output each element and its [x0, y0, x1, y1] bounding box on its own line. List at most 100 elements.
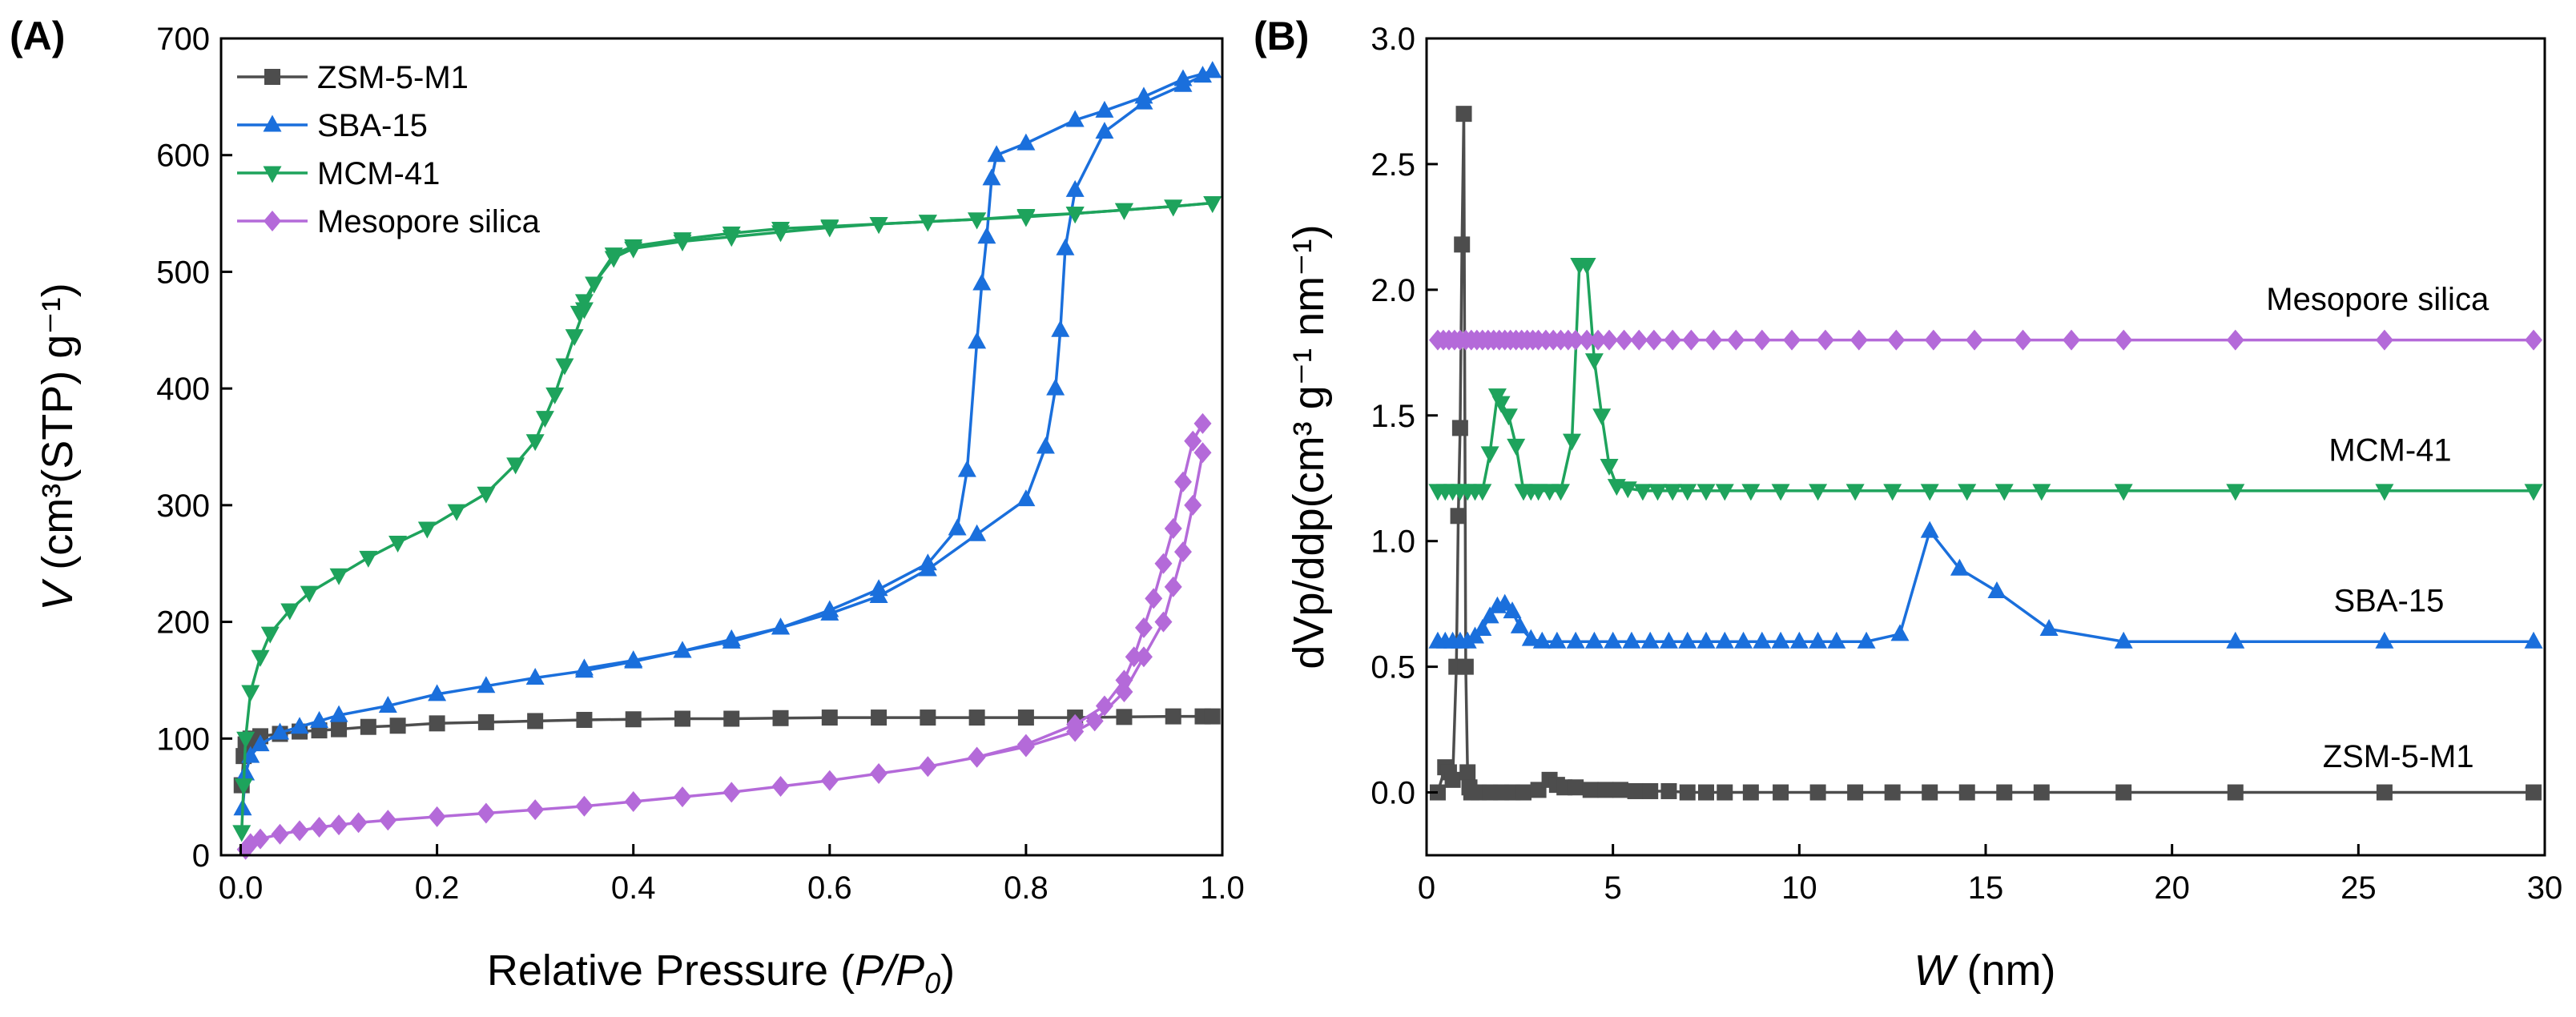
data-point-zsm-5-m1: [1455, 106, 1472, 123]
data-point-mcm-41: [1562, 433, 1581, 451]
data-point-mcm-41-adsorption: [236, 731, 256, 749]
data-point-mcm-41-desorption: [1065, 207, 1085, 224]
data-point-mcm-41-adsorption: [506, 457, 525, 475]
y-tick-label: 100: [156, 722, 210, 757]
data-point-mcm-41: [1584, 353, 1604, 371]
data-point-sba-15: [1640, 631, 1660, 649]
data-point-sba-15: [1659, 631, 1678, 649]
data-point-mesopore-silica-adsorption: [271, 823, 289, 845]
y-tick-label: 2.5: [1371, 147, 1415, 183]
data-point-sba-15-desorption: [1203, 61, 1222, 78]
y-tick-label: 300: [156, 488, 210, 524]
data-point-zsm-5-m1: [2526, 784, 2542, 801]
data-point-mesopore-silica: [1682, 329, 1701, 351]
data-point-mcm-41-desorption: [1016, 210, 1036, 227]
data-point-zsm-5-m1: [772, 709, 789, 726]
data-point-mcm-41-desorption: [722, 226, 741, 243]
data-point-sba-15: [1604, 631, 1623, 649]
data-point-mesopore-silica-desorption: [1115, 669, 1133, 691]
data-point-sba-15-adsorption: [428, 684, 447, 701]
data-point-zsm-5-m1: [527, 713, 544, 730]
data-point-mcm-41: [1507, 438, 1526, 456]
data-point-mcm-41-desorption: [1114, 203, 1133, 220]
data-point-sba-15: [1584, 631, 1604, 649]
data-point-mesopore-silica: [1753, 329, 1771, 351]
data-point-sba-15-adsorption: [968, 524, 987, 541]
data-point-zsm-5-m1: [2115, 784, 2132, 801]
data-point-sba-15: [1920, 521, 1939, 538]
series-line-mcm-41-desorption: [578, 201, 1213, 314]
x-tick-label: 30: [2527, 870, 2563, 906]
data-point-sba-15-adsorption: [1036, 436, 1055, 454]
data-point-zsm-5-m1: [1642, 782, 1659, 799]
data-point-mcm-41-desorption: [604, 247, 623, 265]
data-point-mesopore-silica-adsorption: [771, 776, 790, 798]
data-point-mcm-41-adsorption: [555, 358, 574, 376]
x-tick-label: 5: [1604, 870, 1622, 906]
data-point-sba-15: [1890, 624, 1910, 641]
data-point-mesopore-silica: [2375, 329, 2393, 351]
panel-b-x-ticks: 0 5 10 15 20 25 30: [1418, 844, 2562, 906]
data-point-mcm-41-desorption: [820, 219, 839, 237]
data-point-mesopore-silica-adsorption: [1184, 494, 1202, 516]
data-point-zsm-5-m1: [968, 709, 985, 726]
data-point-sba-15: [1503, 601, 1522, 619]
data-point-mcm-41: [2524, 484, 2543, 501]
data-point-zsm-5-m1: [360, 718, 376, 735]
data-point-mcm-41-adsorption: [251, 649, 270, 667]
data-point-sba-15-adsorption: [251, 734, 270, 752]
data-point-mesopore-silica-desorption: [1016, 734, 1035, 755]
data-point-zsm-5-m1: [477, 714, 494, 730]
data-point-sba-15: [1480, 606, 1499, 624]
data-point-sba-15-desorption: [771, 617, 791, 635]
data-point-sba-15-adsorption: [1095, 122, 1114, 139]
data-point-sba-15-desorption: [968, 332, 987, 349]
data-point-mcm-41-desorption: [771, 222, 791, 239]
data-point-zsm-5-m1: [1773, 784, 1789, 801]
data-point-mcm-41: [1771, 484, 1790, 501]
data-point-zsm-5-m1: [1454, 236, 1471, 253]
data-point-zsm-5-m1: [429, 715, 445, 732]
data-point-mcm-41: [1618, 481, 1637, 499]
data-point-zsm-5-m1: [1568, 779, 1584, 796]
data-point-zsm-5-m1: [2376, 784, 2393, 801]
x-tick-label: 0.4: [611, 870, 656, 906]
data-point-mesopore-silica: [1615, 329, 1633, 351]
data-point-sba-15: [1715, 631, 1734, 649]
data-point-mcm-41-desorption: [673, 232, 692, 250]
data-point-sba-15: [1857, 631, 1876, 649]
data-point-mesopore-silica: [1578, 329, 1596, 351]
data-point-mcm-41: [1473, 484, 1492, 501]
data-point-sba-15-desorption: [948, 518, 967, 536]
series-label-mcm-41: MCM-41: [2328, 432, 2451, 468]
data-point-mesopore-silica-adsorption: [330, 814, 348, 836]
data-point-mesopore-silica: [1966, 329, 1984, 351]
data-point-mcm-41-adsorption: [280, 603, 300, 621]
data-point-mesopore-silica: [1630, 329, 1648, 351]
data-point-mesopore-silica: [2014, 329, 2032, 351]
data-point-zsm-5-m1: [674, 710, 690, 727]
data-point-sba-15-desorption: [1016, 133, 1036, 151]
data-point-zsm-5-m1: [920, 709, 936, 726]
panel-a-x-axis-label: Relative Pressure (P/P0): [487, 947, 955, 999]
y-tick-label: 3.0: [1371, 22, 1415, 57]
data-point-zsm-5-m1: [389, 718, 406, 734]
data-point-mesopore-silica-desorption: [1184, 430, 1202, 452]
y-tick-label: 700: [156, 22, 210, 57]
data-point-mcm-41: [2226, 484, 2245, 501]
data-point-zsm-5-m1: [1922, 784, 1938, 801]
y-tick-label: 400: [156, 372, 210, 407]
data-point-mesopore-silica-adsorption: [428, 806, 446, 827]
series-line-mesopore-silica-adsorption: [244, 452, 1205, 850]
data-point-sba-15-adsorption: [1051, 320, 1070, 337]
x-tick-label: 0: [1418, 870, 1435, 906]
legend-marker-zsm-5-m1: [264, 69, 280, 85]
data-point-mesopore-silica-adsorption: [820, 770, 839, 791]
data-point-mcm-41-desorption: [624, 239, 643, 256]
data-point-mesopore-silica: [1589, 329, 1608, 351]
data-point-mcm-41-adsorption: [525, 434, 545, 452]
data-point-mcm-41: [1633, 484, 1652, 501]
data-point-sba-15-desorption: [918, 553, 937, 571]
data-point-sba-15-desorption: [1134, 86, 1153, 104]
